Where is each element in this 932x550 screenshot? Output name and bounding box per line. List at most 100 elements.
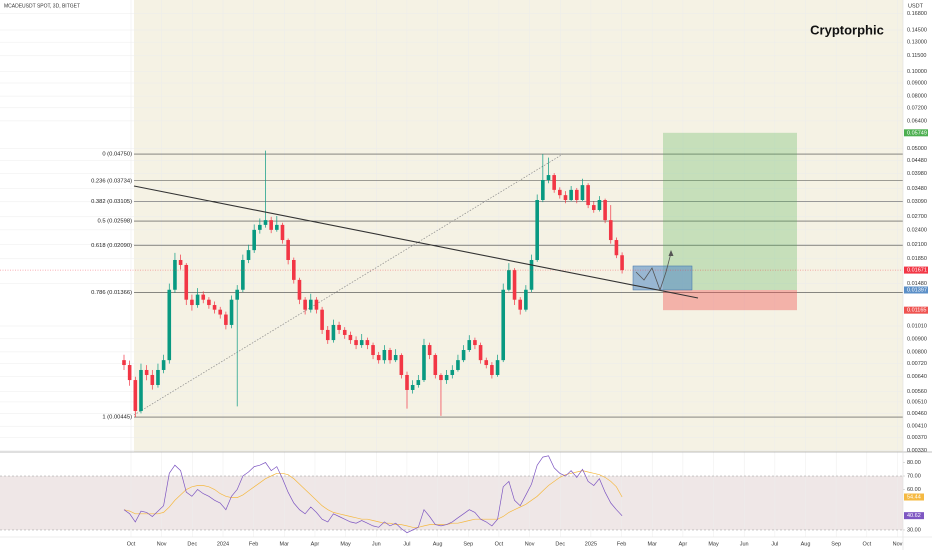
candle-body [161, 360, 166, 370]
y-tick-label: 0.02400 [907, 227, 927, 233]
candle-body [535, 200, 539, 260]
candle-body [563, 195, 568, 201]
x-tick-label: Oct [127, 541, 136, 547]
candle-body [416, 380, 421, 386]
y-tick-label: 0.00510 [907, 399, 927, 405]
candle-body [393, 355, 398, 361]
candle-body [422, 345, 426, 381]
candle-body [229, 299, 234, 325]
candle-body [410, 385, 415, 390]
trend-line [133, 185, 699, 299]
candle-body [337, 324, 341, 330]
projection-arrowhead [668, 250, 674, 256]
candle-body [241, 259, 245, 290]
candle-body [405, 374, 409, 390]
grid [0, 0, 903, 537]
candle-body [427, 345, 432, 356]
price-tag-label: 0.05749 [907, 130, 927, 136]
axes: Oct Nov Dec 2024 Feb Mar Apr May Jun Jul Aug Sep Oct… [127, 11, 928, 547]
currency: USDT [908, 3, 924, 9]
y-tick-label: 0.05000 [907, 146, 927, 152]
candle-body [450, 369, 455, 375]
price-tag [904, 266, 928, 274]
fib-label: 0.618 (0.02090) [91, 243, 132, 249]
candle-body [252, 229, 256, 251]
candle-body [575, 189, 579, 201]
price-tag [904, 306, 928, 314]
y-tick-label: 0.11500 [907, 53, 926, 59]
candle-body [382, 349, 387, 361]
y-tick-label: 0.04480 [907, 158, 927, 164]
x-tick-label: Dec [555, 541, 565, 547]
candle-body [297, 279, 302, 300]
y-tick-label: 0.00370 [907, 435, 927, 441]
candle-body [490, 365, 494, 375]
y-tick-label: 0.00460 [907, 411, 927, 417]
candle-body [399, 355, 404, 375]
candle-body [376, 355, 381, 361]
candle-body [518, 299, 522, 310]
candle-body [541, 179, 545, 201]
fib-trend-line [133, 153, 564, 416]
candle-body [184, 264, 189, 300]
watermark: Cryptorphic [810, 22, 884, 37]
candle-body [348, 334, 353, 341]
x-tick-label: Aug [801, 541, 811, 547]
candle-body [580, 185, 585, 201]
y-tick-label: 0.10000 [907, 69, 927, 75]
y-tick-label: 0.03480 [907, 186, 927, 192]
x-tick-label: Mar [647, 541, 657, 547]
x-tick-label: Oct [863, 541, 872, 547]
fib-label: 1 (0.00445) [102, 415, 132, 421]
y-tick-label: 0.08000 [907, 94, 927, 100]
x-tick-label: Nov [893, 541, 903, 547]
x-tick-label: Nov [157, 541, 167, 547]
x-tick-label: Jun [740, 541, 749, 547]
x-tick-label: Apr [679, 541, 688, 547]
candle-body [246, 250, 251, 260]
candle-body [258, 224, 262, 230]
candle-body [207, 299, 211, 306]
candle-body [461, 349, 466, 361]
candle-body [342, 329, 347, 335]
symbol-title: MCADEUSDT SPOT, 3D, BITGET [4, 3, 80, 9]
fib-label: 0.236 (0.03734) [91, 178, 132, 184]
candle-body [433, 355, 438, 375]
candle-body [133, 380, 138, 412]
x-tick-label: Mar [280, 541, 290, 547]
candle-body [591, 205, 596, 210]
rsi-line-tag-label: 40.62 [907, 513, 921, 519]
x-tick-label: Feb [249, 541, 258, 547]
x-tick-label: 2024 [217, 541, 229, 547]
candle-body [529, 259, 534, 290]
x-tick-label: Nov [525, 541, 535, 547]
candle-body [139, 369, 143, 412]
candle-body [167, 289, 172, 361]
stop-zone [663, 289, 797, 311]
x-tick-label: Sep [831, 541, 841, 547]
candles [0, 150, 903, 418]
x-tick-label: Jul [771, 541, 778, 547]
candle-body [331, 324, 336, 341]
y-tick-label: 0.00410 [907, 424, 927, 430]
y-tick-label: 0.01480 [907, 281, 927, 287]
x-tick-label: May [708, 541, 719, 547]
candle-body [314, 299, 319, 310]
candle-body [558, 189, 562, 196]
candle-body [354, 340, 358, 346]
price-tag [904, 129, 928, 137]
candle-body [552, 175, 556, 190]
rsi-pane [0, 455, 903, 534]
y-tick-label: 0.00560 [907, 389, 927, 395]
price-tag-label: 0.01671 [907, 268, 927, 274]
y-tick-label: 0.03090 [907, 199, 927, 205]
candle-body [122, 360, 126, 366]
x-tick-label: Dec [187, 541, 197, 547]
candle-body [495, 360, 500, 375]
candle-body [235, 289, 239, 300]
candle-body [173, 259, 177, 290]
y-tick-label: 0.01850 [907, 256, 927, 262]
x-tick-label: Oct [495, 541, 504, 547]
candle-body [478, 345, 483, 361]
